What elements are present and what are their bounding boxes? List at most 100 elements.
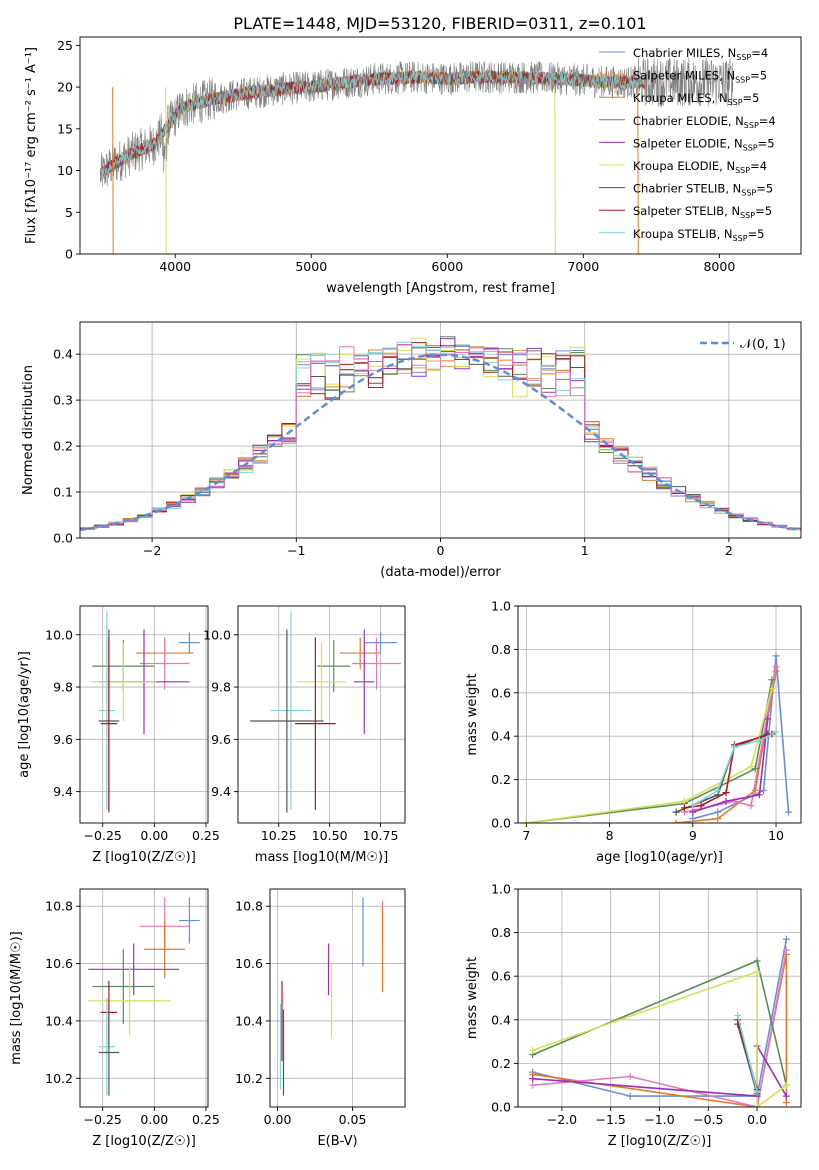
x-tick-label: 0.05 <box>339 1112 367 1127</box>
weight-marker <box>764 715 772 723</box>
axes-frame <box>269 888 406 1108</box>
x-axis-label: mass [log10(M/M☉)] <box>255 850 388 865</box>
y-tick-label: 10.2 <box>235 1071 263 1086</box>
y-tick-label: 0.4 <box>53 347 73 362</box>
panel-weight_vs_Z: −2.0 −1.5 −1.0 −0.5 0.0 0.0 0.2 0.4 0.6 0.8 1.0 Z [… <box>465 882 802 1149</box>
x-axis-label: Z [log10(Z/Z☉)] <box>92 1134 196 1149</box>
weight-marker <box>714 808 722 816</box>
weight-marker <box>672 819 680 823</box>
x-tick-label: 10 <box>768 828 784 843</box>
x-axis-label: wavelength [Angstrom, rest frame] <box>326 281 555 296</box>
axes-frame <box>237 605 406 824</box>
x-tick-label: 7 <box>522 828 530 843</box>
x-tick-label: 10.75 <box>363 828 399 843</box>
weight-marker <box>680 797 688 805</box>
x-tick-label: 0.25 <box>192 1112 220 1127</box>
spectrum-dropout <box>165 87 167 254</box>
y-tick-label: 9.8 <box>53 680 73 695</box>
plot-area <box>522 652 793 823</box>
y-tick-label: 10.8 <box>235 899 263 914</box>
weight-marker <box>747 763 755 771</box>
weight-marker <box>782 946 790 954</box>
weight-line <box>526 688 773 823</box>
y-tick-label: 0 <box>65 247 73 262</box>
y-tick-label: 1.0 <box>491 599 511 614</box>
y-tick-label: 0.6 <box>491 969 511 984</box>
weight-marker <box>760 786 768 794</box>
weight-marker <box>722 797 730 805</box>
weight-marker <box>753 957 761 965</box>
y-tick-label: 1.0 <box>491 882 511 897</box>
y-tick-label: 15 <box>57 121 73 136</box>
model-spectrum <box>100 69 645 178</box>
weight-marker <box>714 786 722 794</box>
y-tick-label: 0.2 <box>491 1056 511 1071</box>
weight-line <box>736 1015 758 1092</box>
weight-marker <box>772 652 780 660</box>
y-axis-label: Normed distribution <box>21 365 36 495</box>
weight-marker <box>672 808 680 816</box>
panel-age_vs_Z: −0.25 0.00 0.25 9.4 9.6 9.8 10.0 Z [log10(Z/Z☉)… <box>17 605 220 865</box>
weight-marker <box>782 935 790 943</box>
normal-curve <box>80 353 801 532</box>
x-tick-label: 0.00 <box>140 1112 168 1127</box>
x-tick-label: 8000 <box>703 259 735 274</box>
y-tick-label: 0.2 <box>53 439 73 454</box>
x-tick-label: 7000 <box>567 259 599 274</box>
weight-marker <box>753 968 761 976</box>
weight-marker <box>751 786 759 794</box>
y-tick-label: 0.4 <box>491 1012 511 1027</box>
weight-marker <box>782 1099 790 1107</box>
x-tick-label: 0.00 <box>140 828 168 843</box>
weight-marker <box>626 1092 634 1100</box>
plot-area <box>250 611 401 813</box>
weight-marker <box>529 1081 537 1089</box>
spectrum-dropout <box>637 87 639 254</box>
x-tick-label: −2 <box>143 543 161 558</box>
plot-area <box>279 897 384 1096</box>
legend: Chabrier MILES, NSSP=4 Salpeter MILES, NS… <box>599 46 776 243</box>
weight-marker <box>785 808 793 816</box>
x-axis-label: (data-model)/error <box>380 565 501 580</box>
x-tick-label: −1.0 <box>644 1112 674 1127</box>
legend-entry: Salpeter MILES, NSSP=5 <box>633 69 767 85</box>
x-tick-label: −1.5 <box>596 1112 626 1127</box>
y-tick-label: 9.4 <box>53 784 73 799</box>
weight-marker <box>722 789 730 797</box>
legend-entry: Kroupa MILES, NSSP=5 <box>633 91 759 107</box>
legend-entry: Kroupa ELODIE, NSSP=4 <box>633 159 767 175</box>
weight-marker <box>751 765 759 773</box>
y-tick-label: 20 <box>57 80 73 95</box>
y-tick-label: 10.0 <box>45 627 73 642</box>
weight-marker <box>755 791 763 799</box>
x-tick-label: 10.50 <box>312 828 348 843</box>
x-tick-label: 0.25 <box>192 828 220 843</box>
panel-mass_vs_EBV: 0.00 0.05 10.2 10.4 10.6 10.8 E(B-V) <box>235 888 406 1149</box>
spectrum-dropout <box>554 87 556 254</box>
weight-marker <box>772 728 780 736</box>
weight-marker <box>529 1075 537 1083</box>
y-tick-label: 0.0 <box>491 1100 511 1115</box>
panel-spectrum: 4000 5000 6000 7000 8000 0 5 10 15 20 25 wavelength… <box>24 36 802 296</box>
x-axis-label: E(B-V) <box>317 1134 357 1149</box>
axes-frame <box>79 36 802 255</box>
y-tick-label: 10.8 <box>45 899 73 914</box>
plot-area <box>90 611 200 813</box>
y-tick-label: 10.6 <box>235 956 263 971</box>
x-axis-label: Z [log10(Z/Z☉)] <box>92 850 196 865</box>
weight-marker <box>522 819 530 823</box>
legend-entry: Chabrier MILES, NSSP=4 <box>633 46 768 62</box>
weight-marker <box>689 808 697 816</box>
residual-histogram <box>80 344 801 530</box>
y-tick-label: 0.2 <box>491 772 511 787</box>
legend-entry: Kroupa STELIB, NSSP=5 <box>633 227 764 243</box>
weight-line <box>532 970 787 1107</box>
legend-entry: Salpeter ELODIE, NSSP=5 <box>633 136 775 152</box>
x-tick-label: 2 <box>725 543 733 558</box>
spectrum-dropout <box>112 87 114 254</box>
legend-entry: Chabrier ELODIE, NSSP=4 <box>633 114 776 130</box>
y-tick-label: 9.6 <box>211 732 231 747</box>
x-tick-label: 8 <box>606 828 614 843</box>
weight-marker <box>714 815 722 823</box>
